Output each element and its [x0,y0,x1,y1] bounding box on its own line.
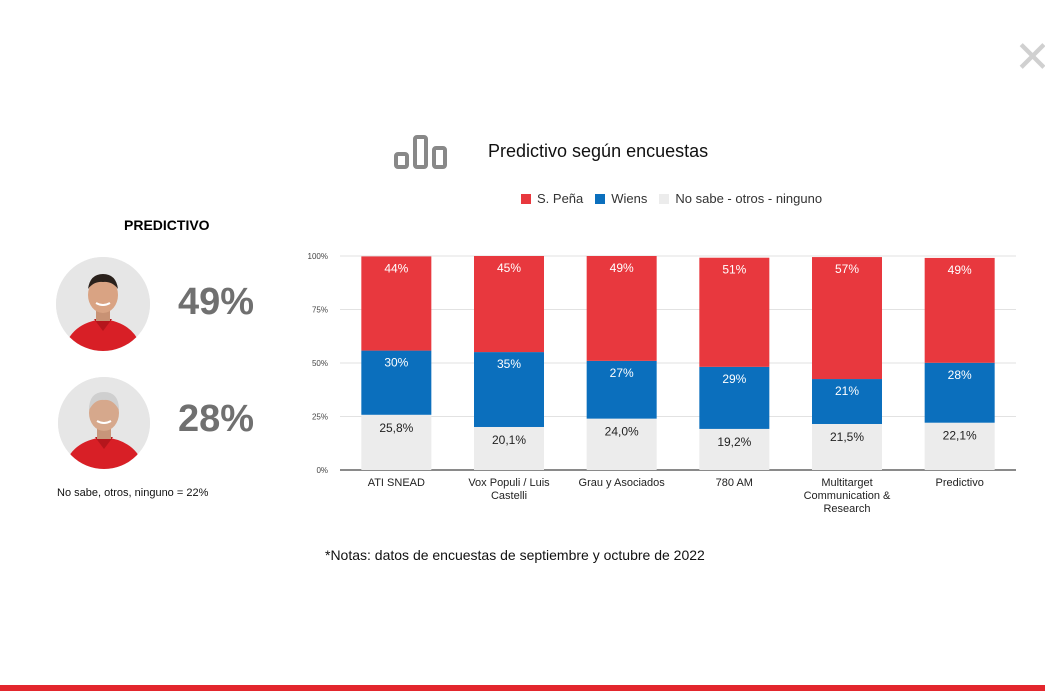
bar-segment [812,257,882,380]
bar-segment [699,428,770,470]
x-tick-label: Castelli [491,490,527,502]
data-label: 35% [497,357,521,371]
data-label: 19,2% [717,435,751,449]
data-label: 57% [835,262,859,276]
bar-segment [924,257,995,363]
legend-item-pena: S. Peña [521,191,583,206]
legend-item-wiens: Wiens [595,191,647,206]
data-label: 49% [948,263,972,277]
candidate-1-percentage: 49% [178,281,255,323]
bar-segment [812,379,882,424]
bar-segment [361,256,432,351]
candidate-2-percentage: 28% [178,398,255,440]
legend-label-pena: S. Peña [537,191,584,206]
undecided-footnote: No sabe, otros, ninguno = 22% [57,487,209,499]
bar-chart-icon [394,135,447,169]
y-tick-label: 25% [312,413,328,422]
y-tick-label: 75% [312,306,328,315]
bar-segment [361,350,432,415]
survey-note: *Notas: datos de encuestas de septiembre… [325,547,705,563]
stacked-bar-chart: 0% 25% 50% 75% 100% 25,8% 30% 44% ATI SNEAD 20,1%… [308,252,1016,515]
data-label: 30% [384,356,408,370]
close-icon[interactable]: ✕ [1014,32,1045,83]
legend-label-wiens: Wiens [611,191,648,206]
data-label: 29% [722,372,746,386]
legend-label-other: No sabe - otros - ninguno [675,191,823,206]
data-label: 27% [610,366,634,380]
x-tick-label: ATI SNEAD [368,477,425,489]
data-label: 21,5% [830,430,864,444]
bar-segment [474,352,544,427]
predictivo-heading: PREDICTIVO [124,217,210,233]
y-tick-label: 100% [308,252,328,261]
data-label: 45% [497,261,521,275]
x-tick-label: Research [823,503,870,515]
bottom-accent-bar [0,685,1045,691]
data-label: 51% [722,263,746,277]
data-label: 25,8% [379,421,413,435]
legend-swatch-other [659,193,670,204]
bar-segment [699,366,770,429]
bar-segment [699,257,770,367]
data-label: 20,1% [492,433,526,447]
bar-segment [924,422,995,470]
candidate-2-avatar [58,377,150,469]
bar-segment [924,362,995,423]
bar-segment [474,256,544,353]
y-tick-label: 0% [316,466,328,475]
bar-segment [812,423,882,470]
data-label: 22,1% [943,429,977,443]
chart-title: Predictivo según encuestas [488,141,709,161]
x-tick-label: Multitarget [821,477,872,489]
bar-segment [361,414,432,470]
x-tick-label: Vox Populi / Luis [468,477,550,489]
data-label: 49% [610,261,634,275]
legend-swatch-pena [521,193,531,204]
y-tick-label: 50% [312,359,328,368]
data-label: 28% [948,368,972,382]
x-tick-label: Grau y Asociados [579,477,666,489]
x-tick-label: Communication & [804,490,891,502]
data-label: 24,0% [605,425,639,439]
candidate-1-avatar [56,257,150,351]
bar-segment [586,418,657,470]
chart-legend: S. Peña Wiens No sabe - otros - ninguno [521,191,834,206]
legend-item-other: No sabe - otros - ninguno [659,191,822,206]
data-label: 44% [384,261,408,275]
bar-segment [474,426,544,470]
x-tick-label: 780 AM [716,477,753,489]
legend-swatch-wiens [595,193,606,204]
x-tick-label: Predictivo [936,477,984,489]
data-label: 21% [835,384,859,398]
bar-segment [586,256,657,361]
bar-segment [586,360,657,419]
